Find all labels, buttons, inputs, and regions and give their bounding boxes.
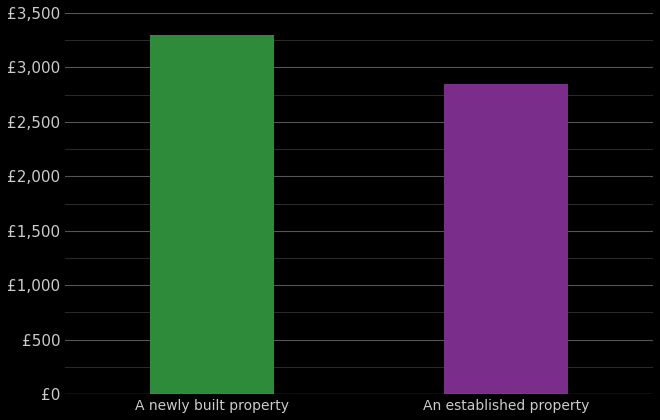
Bar [150, 35, 274, 394]
Bar [444, 84, 568, 394]
